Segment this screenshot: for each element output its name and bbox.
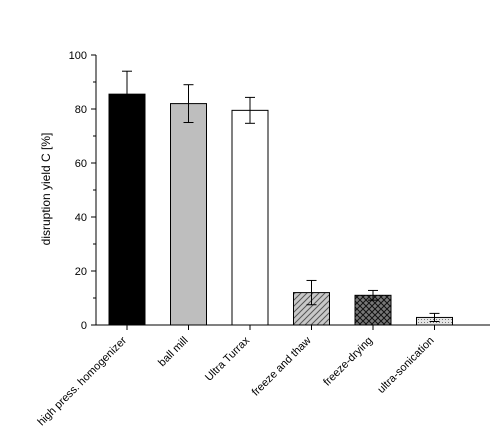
x-category-label: ultra-sonication xyxy=(375,335,436,396)
x-category-label: high press. homogenizer xyxy=(35,334,129,428)
y-tick-label: 80 xyxy=(75,104,87,116)
error-bars xyxy=(122,70,440,322)
bars xyxy=(108,93,453,326)
x-axis: high press. homogenizer ball mill Ultra Tu… xyxy=(35,324,490,428)
bar xyxy=(108,93,146,326)
bar xyxy=(170,103,207,326)
y-axis-title: disruption yield C [%] xyxy=(39,133,53,246)
y-tick-label: 0 xyxy=(81,320,87,332)
y-tick-label: 60 xyxy=(75,158,87,170)
x-category-label: freeze-drying xyxy=(321,335,375,389)
x-category-label: Ultra Turrax xyxy=(203,334,252,383)
y-tick-label: 40 xyxy=(75,212,87,224)
x-category-label: ball mill xyxy=(156,335,190,369)
y-axis: 0 20 40 60 80 100 xyxy=(69,50,97,332)
bar xyxy=(231,109,269,326)
x-category-label: freeze and thaw xyxy=(250,335,314,399)
y-tick-label: 20 xyxy=(75,266,87,278)
y-tick-label: 100 xyxy=(69,50,87,62)
